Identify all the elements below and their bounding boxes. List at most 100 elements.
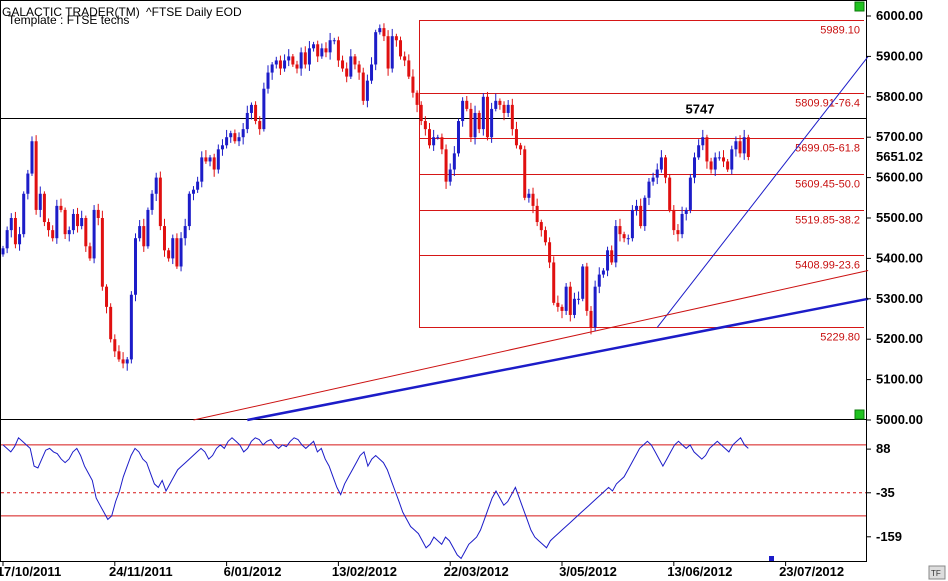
candle-body	[96, 209, 100, 218]
candle-body	[312, 44, 316, 49]
candle-body	[18, 234, 22, 245]
candle-body	[84, 218, 88, 247]
candle-body	[626, 238, 630, 240]
template-label: Template : FTSE techs	[8, 13, 130, 27]
candle-body	[233, 133, 237, 142]
candle-body	[597, 274, 601, 287]
fibonacci-layer: 5989.10 5809.91-76.4 5699.05-61.8 5609.45-5…	[0, 20, 866, 344]
candle-body	[365, 80, 369, 101]
price-tick-label: 5200.00	[876, 331, 923, 346]
candle-body	[229, 133, 233, 138]
price-tick-label: 5600.00	[876, 170, 923, 185]
candle-body	[254, 104, 258, 122]
candle-body	[465, 100, 469, 109]
candle-body	[514, 129, 518, 146]
candle-body	[742, 137, 746, 154]
candle-body	[390, 36, 394, 69]
candle-body	[278, 60, 282, 69]
candle-body	[129, 294, 133, 360]
candle-body	[717, 157, 721, 159]
candle-body	[9, 218, 13, 231]
candle-body	[647, 181, 651, 198]
candle-body	[452, 153, 456, 170]
candle-body	[572, 298, 576, 315]
candle-body	[216, 149, 220, 170]
candle-body	[138, 226, 142, 239]
candle-body	[713, 157, 717, 170]
candle-body	[171, 238, 175, 259]
candle-body	[142, 226, 146, 247]
candle-body	[274, 60, 278, 65]
candle-body	[100, 218, 104, 287]
app-title: GALACTIC TRADER(TM)	[2, 5, 140, 19]
date-label: 17/10/2011	[0, 564, 61, 579]
candle-body	[328, 40, 332, 53]
candle-body	[374, 32, 378, 65]
candle-body	[150, 193, 154, 210]
candle-body	[13, 218, 17, 245]
candle-body	[225, 137, 229, 146]
price-tick-label: 5300.00	[876, 291, 923, 306]
candle-body	[34, 141, 38, 210]
fib-label: 5519.85-38.2	[795, 215, 860, 227]
candle-body	[688, 177, 692, 210]
candle-body	[109, 306, 113, 340]
candle-body	[26, 173, 30, 194]
candle-body	[684, 209, 688, 214]
candle-body	[208, 157, 212, 162]
candle-body	[105, 286, 109, 307]
trendline-blue-thick	[247, 297, 869, 422]
candle-body	[614, 226, 618, 263]
date-label: 3/05/2012	[559, 564, 617, 579]
price-panel-marker[interactable]	[854, 409, 865, 420]
candle-body	[622, 234, 626, 239]
candle-body	[618, 226, 622, 235]
candle-body	[548, 242, 552, 263]
price-tick-label: 5000.00	[876, 412, 923, 427]
candle-body	[734, 141, 738, 150]
trendline-layer	[193, 56, 869, 422]
candle-body	[51, 230, 55, 239]
candle-body	[552, 262, 556, 303]
date-scroll-marker[interactable]	[769, 556, 774, 561]
candle-body	[407, 60, 411, 77]
candle-body	[456, 121, 460, 154]
candle-body	[630, 209, 634, 239]
oscillator-tick-label: 88	[876, 441, 890, 456]
candle-body	[659, 157, 663, 170]
price-tick-label: 5500.00	[876, 210, 923, 225]
candle-body	[527, 193, 531, 198]
tf-button[interactable]: TF	[928, 565, 946, 580]
candle-body	[423, 121, 427, 130]
candle-body	[382, 28, 386, 37]
candle-body	[191, 189, 195, 194]
candle-body	[386, 36, 390, 69]
candle-body	[266, 72, 270, 89]
candle-body	[270, 64, 274, 73]
top-right-marker[interactable]	[854, 1, 865, 12]
candle-body	[543, 230, 547, 243]
candle-body	[345, 68, 349, 77]
candle-body	[175, 238, 179, 267]
candle-body	[403, 56, 407, 61]
candle-body	[349, 56, 353, 77]
candle-body	[585, 266, 589, 311]
candle-body	[320, 48, 324, 57]
candle-body	[510, 104, 514, 130]
candle-body	[709, 161, 713, 170]
candle-body	[490, 108, 494, 138]
candle-body	[485, 96, 489, 138]
candle-body	[30, 141, 34, 174]
candle-body	[212, 157, 216, 170]
candle-body	[167, 250, 171, 259]
candle-body	[577, 298, 581, 300]
candle-body	[473, 112, 477, 138]
fib-label: 5229.80	[820, 332, 860, 344]
candle-body	[593, 286, 597, 328]
last-price-label: 5651.02	[876, 149, 923, 164]
candle-body	[399, 40, 403, 57]
date-label: 23/07/2012	[779, 564, 844, 579]
candle-body	[361, 72, 365, 101]
candle-body	[535, 205, 539, 223]
